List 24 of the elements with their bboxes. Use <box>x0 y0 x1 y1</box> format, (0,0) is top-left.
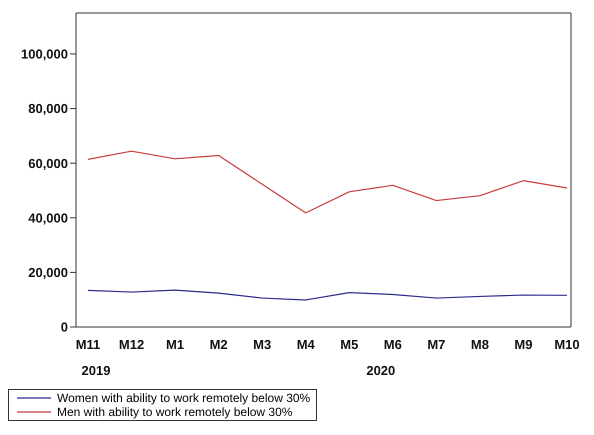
line-series <box>87 290 568 301</box>
x-tick-label: M2 <box>210 337 228 352</box>
y-tick-label: 40,000 <box>28 210 68 226</box>
x-tick-label: M7 <box>427 337 446 352</box>
x-tick-label: M5 <box>340 337 358 352</box>
text: 2020 <box>366 363 396 378</box>
line-series <box>87 150 568 214</box>
y-tick-label: 0 <box>60 320 68 335</box>
x-tick-label: M1 <box>166 337 184 352</box>
x-tick-label: M8 <box>470 337 489 352</box>
y-tick-label: 100,000 <box>21 46 68 62</box>
x-tick-label: M6 <box>384 337 402 352</box>
x-tick-label: M9 <box>514 337 532 352</box>
y-tick-label: 60,000 <box>28 156 68 171</box>
legend-label: Men with ability to work remotely below 30% <box>57 405 292 419</box>
x-tick-label: M10 <box>554 337 580 352</box>
x-tick-label: M4 <box>296 337 316 352</box>
x-tick-label: M12 <box>118 337 144 352</box>
x-tick-label: M11 <box>76 337 100 352</box>
legend-label: Women with ability to work remotely below 30% <box>57 391 310 405</box>
y-tick-label: 20,000 <box>28 265 68 280</box>
x-tick-label: M3 <box>253 337 272 352</box>
text: 2019 <box>82 363 110 378</box>
y-tick-label: 80,000 <box>28 101 68 116</box>
